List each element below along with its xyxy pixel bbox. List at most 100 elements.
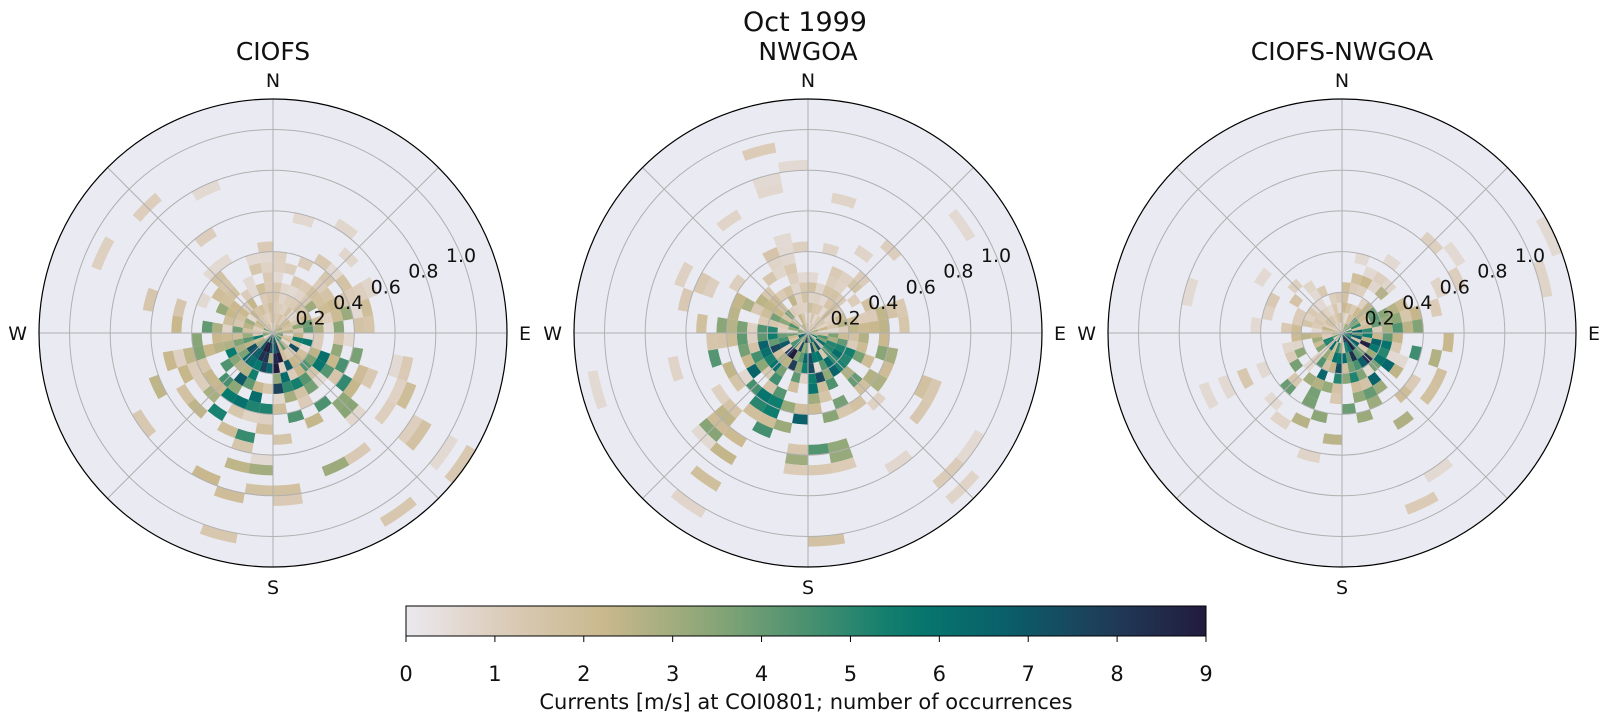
histogram-bin (1322, 322, 1334, 330)
histogram-bin (259, 315, 268, 326)
histogram-bin (1389, 312, 1403, 325)
colorbar-gradient (405, 605, 1207, 637)
histogram-bin (232, 394, 249, 410)
histogram-bin (1338, 333, 1342, 344)
histogram-bin (818, 294, 829, 307)
histogram-bin (397, 355, 414, 382)
histogram-bin (878, 318, 890, 333)
histogram-bin (1331, 352, 1339, 364)
histogram-bin (757, 340, 770, 351)
histogram-bin (762, 379, 778, 395)
histogram-bin (1347, 340, 1356, 351)
colorbar-tick-label: 4 (755, 662, 768, 686)
histogram-bin (587, 370, 608, 410)
histogram-bin (762, 271, 778, 287)
histogram-bin (1311, 377, 1325, 391)
histogram-bin (1329, 393, 1342, 405)
histogram-bin (222, 324, 233, 333)
histogram-bin (787, 329, 798, 333)
histogram-bin (1331, 383, 1342, 395)
histogram-bin (374, 399, 397, 425)
histogram-bin (194, 227, 218, 248)
histogram-bin (1362, 385, 1378, 400)
histogram-bin (262, 333, 273, 337)
histogram-bin (252, 334, 264, 340)
histogram-bin (1338, 322, 1342, 333)
histogram-bin (884, 449, 913, 474)
histogram-bin (171, 315, 183, 333)
radial-tick-label: 0.6 (1440, 276, 1470, 298)
histogram-bin (1365, 306, 1378, 318)
histogram-bin (808, 383, 819, 395)
histogram-bin (1362, 327, 1373, 333)
histogram-bin (865, 308, 879, 323)
histogram-bin (387, 354, 404, 379)
histogram-bin (792, 413, 808, 425)
histogram-bin (1412, 318, 1424, 333)
histogram-bin (1236, 367, 1254, 389)
histogram-bin (252, 333, 263, 337)
radial-tick-label: 0.4 (868, 292, 898, 314)
histogram-bin (192, 345, 207, 361)
histogram-bin (211, 322, 223, 333)
histogram-bin (1328, 292, 1337, 305)
histogram-bin (788, 306, 798, 318)
histogram-bin (1331, 341, 1339, 353)
colorbar: 0 1 2 3 4 5 6 7 8 9 Currents [m/s] at COI0801; nu… (399, 605, 1213, 714)
histogram-bin (808, 343, 812, 354)
panel-title: NWGOA (758, 37, 857, 66)
histogram-bin (767, 256, 784, 272)
histogram-bin (176, 383, 196, 405)
histogram-bin (273, 322, 277, 333)
histogram-bin (1362, 364, 1375, 378)
histogram-bin (808, 327, 818, 333)
histogram-bin (830, 457, 857, 474)
histogram-bin (293, 364, 306, 378)
histogram-bin (838, 271, 854, 287)
histogram-bin (283, 333, 294, 337)
histogram-bin (792, 241, 808, 253)
histogram-bin (283, 262, 298, 276)
histogram-bin (311, 340, 324, 351)
histogram-bin (283, 390, 298, 404)
histogram-bin (193, 373, 211, 392)
histogram-bin (746, 363, 762, 379)
histogram-bin (834, 343, 847, 354)
histogram-bin (767, 325, 778, 333)
histogram-bin (317, 302, 331, 316)
histogram-bin (860, 297, 875, 313)
histogram-bin (352, 282, 369, 302)
histogram-bin (237, 348, 250, 360)
histogram-bin (711, 383, 731, 405)
histogram-bin (741, 353, 756, 369)
histogram-bin (283, 359, 294, 372)
histogram-bin (752, 172, 782, 190)
histogram-bin (263, 333, 273, 339)
histogram-bin (709, 442, 737, 466)
histogram-bin (1352, 348, 1362, 360)
histogram-bin (913, 374, 933, 400)
histogram-bin (838, 325, 849, 333)
histogram-bin (1280, 322, 1292, 333)
histogram-bin (802, 323, 808, 333)
histogram-bin (288, 356, 300, 369)
histogram-bin (787, 326, 799, 332)
histogram-bin (1350, 272, 1363, 286)
histogram-bin (327, 368, 344, 386)
histogram-bin (1336, 353, 1342, 364)
histogram-bin (809, 342, 815, 354)
histogram-bin (755, 293, 770, 308)
histogram-bin (274, 312, 280, 324)
histogram-bin (827, 336, 839, 344)
histogram-bin (828, 266, 844, 281)
histogram-bin (301, 319, 314, 328)
histogram-bin (804, 333, 808, 344)
histogram-bin (811, 302, 819, 314)
histogram-bin (1331, 313, 1339, 325)
histogram-bin (280, 319, 291, 328)
histogram-bin (690, 465, 722, 492)
histogram-bin (405, 419, 432, 451)
histogram-bin (772, 306, 785, 318)
histogram-bin (813, 292, 822, 305)
